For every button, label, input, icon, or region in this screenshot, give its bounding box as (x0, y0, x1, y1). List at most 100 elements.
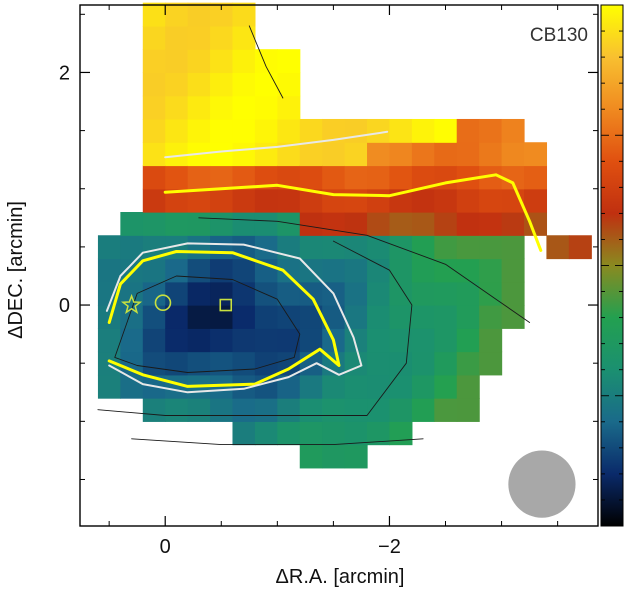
map-pixel (434, 305, 458, 329)
map-pixel (232, 281, 256, 306)
map-pixel (120, 212, 144, 236)
map-pixel (277, 258, 301, 283)
map-pixel (210, 2, 234, 27)
map-pixel (254, 351, 278, 376)
map-pixel (299, 188, 323, 213)
map-pixel (299, 165, 323, 190)
map-pixel (254, 49, 278, 74)
contour-line (198, 217, 531, 323)
map-pixel (344, 444, 368, 469)
map-pixel (411, 374, 435, 399)
map-pixel (456, 118, 480, 143)
map-pixel (97, 328, 121, 353)
map-pixel (344, 235, 368, 260)
map-pixel (232, 95, 256, 120)
star-marker (120, 293, 143, 315)
map-pixel (187, 72, 211, 97)
map-pixel (299, 444, 323, 469)
map-pixel (322, 235, 346, 260)
map-pixel (232, 374, 256, 399)
map-pixel (254, 212, 278, 236)
source-markers (120, 293, 233, 315)
map-pixel (479, 118, 503, 143)
map-pixel (344, 212, 368, 236)
map-pixel (97, 235, 121, 260)
map-pixel (254, 118, 278, 143)
map-pixel (142, 351, 166, 376)
map-pixel (434, 281, 458, 306)
map-pixel (254, 421, 278, 446)
map-pixel (142, 281, 166, 306)
map-pixel (210, 351, 234, 376)
map-pixel (120, 328, 144, 353)
circle-marker (154, 294, 172, 312)
x-tick-label: 0 (160, 536, 171, 558)
map-pixel (344, 188, 368, 213)
map-pixel (232, 25, 256, 50)
map-pixel (456, 398, 480, 422)
map-pixel (142, 142, 166, 167)
map-pixel (232, 212, 256, 236)
contour-line (105, 242, 363, 394)
map-pixel (165, 165, 189, 190)
map-pixel (299, 328, 323, 353)
map-pixel (97, 258, 121, 283)
map-pixel (254, 165, 278, 190)
map-pixel (187, 258, 211, 283)
square-marker (219, 298, 233, 312)
map-pixel (434, 374, 458, 399)
map-pixel (411, 281, 435, 306)
map-pixel (367, 374, 391, 399)
map-pixel (479, 142, 503, 167)
map-pixel (411, 165, 435, 190)
tick-labels: 0 −2 2 0 (59, 62, 401, 558)
map-pixel (299, 305, 323, 329)
map-pixel (389, 351, 413, 376)
map-pixel (210, 118, 234, 143)
map-pixel (389, 328, 413, 353)
map-pixel (322, 258, 346, 283)
map-pixel (479, 281, 503, 306)
map-pixel (187, 212, 211, 236)
map-pixel (322, 444, 346, 469)
map-pixel (277, 142, 301, 167)
map-pixel (456, 281, 480, 306)
map-pixel (524, 188, 548, 213)
map-pixel (411, 212, 435, 236)
map-pixel (254, 258, 278, 283)
map-pixel (165, 25, 189, 50)
map-pixel (232, 49, 256, 74)
map-pixel (479, 258, 503, 283)
map-pixel (210, 281, 234, 306)
map-pixel (165, 328, 189, 353)
map-pixel (232, 328, 256, 353)
map-pixel (254, 72, 278, 97)
column-density-map (97, 2, 592, 469)
map-pixel (165, 188, 189, 213)
map-pixel (344, 258, 368, 283)
map-pixel (546, 235, 570, 260)
contour-line (114, 275, 301, 373)
map-pixel (322, 142, 346, 167)
map-pixel (187, 118, 211, 143)
map-pixel (479, 188, 503, 213)
map-pixel (434, 328, 458, 353)
map-pixel (411, 398, 435, 422)
map-pixel (434, 212, 458, 236)
map-pixel (389, 398, 413, 422)
map-pixel (411, 328, 435, 353)
map-pixel (142, 328, 166, 353)
map-pixel (501, 305, 525, 329)
map-pixel (456, 165, 480, 190)
map-pixel (501, 165, 525, 190)
map-pixel (344, 165, 368, 190)
map-pixel (367, 398, 391, 422)
map-pixel (277, 49, 301, 74)
map-pixel (277, 212, 301, 236)
map-pixel (501, 212, 525, 236)
map-pixel (367, 118, 391, 143)
map-pixel (411, 258, 435, 283)
contour-line (107, 250, 341, 388)
map-pixel (411, 118, 435, 143)
